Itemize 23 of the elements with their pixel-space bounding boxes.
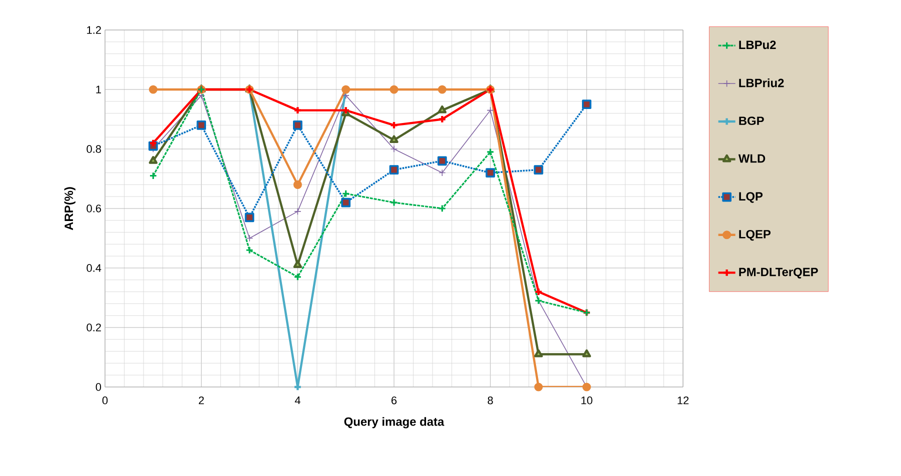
x-tick-label: 12: [678, 396, 689, 404]
legend-label: LQEP: [739, 230, 771, 241]
y-tick-label: 1.2: [87, 26, 101, 34]
x-tick-label: 10: [581, 396, 592, 404]
y-tick-label: 0: [96, 383, 102, 391]
legend-label: LBPriu2: [739, 78, 784, 88]
y-axis-title: ARP(%): [64, 187, 76, 230]
y-tick-label: 1: [96, 86, 101, 94]
y-tick-label: 0.8: [86, 145, 102, 153]
legend-label: LQP: [739, 192, 763, 203]
legend-label: LBPu2: [739, 40, 776, 50]
x-tick-label: 8: [488, 396, 493, 404]
y-tick-label: 0.6: [86, 204, 102, 212]
x-tick-label: 0: [102, 396, 108, 404]
legend-label: BGP: [739, 116, 764, 126]
x-tick-label: 6: [392, 396, 397, 404]
y-tick-label: 0.2: [86, 324, 101, 332]
y-tick-label: 0.4: [86, 264, 102, 272]
legend-label: WLD: [738, 154, 766, 163]
legend-label: PM-DLTerQEP: [739, 268, 818, 278]
x-tick-label: 2: [198, 396, 204, 404]
x-tick-label: 4: [294, 396, 300, 404]
x-axis-title: Query image data: [344, 417, 444, 428]
